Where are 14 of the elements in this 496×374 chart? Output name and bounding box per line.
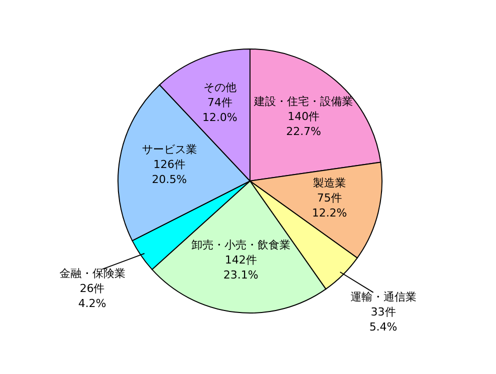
slice-label: 金融・保険業 <box>59 267 126 280</box>
slice-label: サービス業 <box>142 142 197 156</box>
slice-label: 建設・住宅・設備業 <box>253 95 354 108</box>
data-label: 26件 4.2% <box>78 282 106 310</box>
data-label: 142件 23.1% <box>223 253 258 282</box>
data-label: 74件 12.0% <box>202 96 238 124</box>
data-label: 126件 20.5% <box>152 158 187 186</box>
slice-label: 運輸・通信業 <box>350 290 416 304</box>
slice-label: 製造業 <box>313 176 346 190</box>
slice-label: その他 <box>203 80 236 94</box>
data-label: 140件 22.7% <box>286 110 322 138</box>
data-label: 75件 12.2% <box>312 191 347 220</box>
slice-label: 卸売・小売・飲食業 <box>191 238 290 252</box>
data-label: 33件 5.4% <box>369 305 398 334</box>
